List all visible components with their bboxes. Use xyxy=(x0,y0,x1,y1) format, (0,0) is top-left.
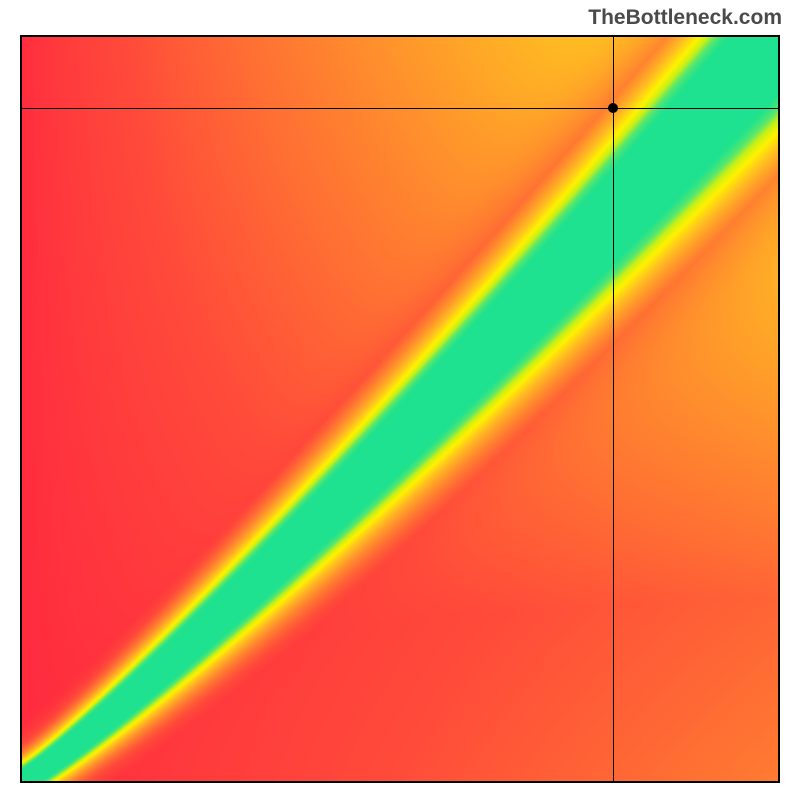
heatmap-canvas xyxy=(22,37,778,781)
crosshair-vertical xyxy=(613,37,614,781)
crosshair-dot xyxy=(608,103,618,113)
crosshair-horizontal xyxy=(22,108,778,109)
plot-frame xyxy=(20,35,780,783)
watermark-text: TheBottleneck.com xyxy=(588,6,782,30)
